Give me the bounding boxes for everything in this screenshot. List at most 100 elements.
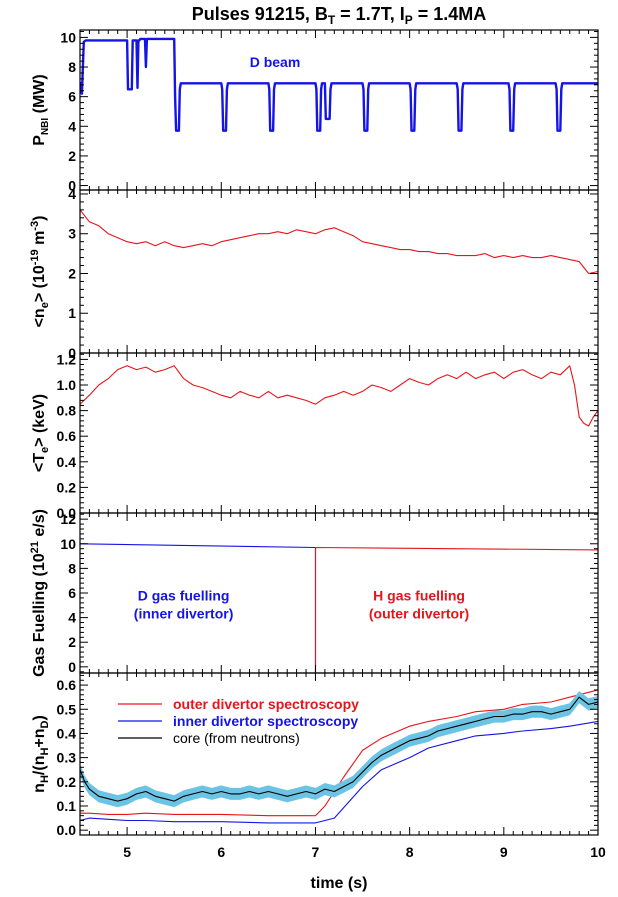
y-tick-label: 10 [60, 29, 76, 45]
y-tick-label: 0.3 [57, 750, 77, 766]
y-tick-label: 4 [68, 610, 76, 626]
plot-area [80, 689, 598, 824]
title-sub-bt: T [328, 13, 336, 27]
y-tick-label: 0 [68, 659, 76, 675]
ylabel-part: /(n [31, 756, 48, 776]
x-tick-label: 10 [590, 844, 606, 860]
y-tick-label: 1.0 [57, 377, 77, 393]
y-tick-label: 4 [68, 186, 76, 202]
panel-nbi-power: 0 2 4 6 8 10 PNBI (MW) D beam [31, 29, 599, 194]
y-axis-label: Gas Fuelling (1021 e/s) [29, 509, 48, 677]
y-axis-label: nH/(nH+nD) [31, 715, 51, 793]
legend-label: outer divertor spectroscopy [173, 696, 359, 712]
ylabel-sub-h: H [39, 775, 51, 783]
ylabel-sub-e: e [39, 447, 51, 453]
series-1-line [80, 720, 598, 824]
series-0-line [80, 209, 598, 275]
fuelling-annotation-line1: H gas fuelling [373, 587, 465, 603]
y-tick-label: 0.2 [57, 774, 77, 790]
y-tick-label: 12 [60, 511, 76, 527]
panel-gas-fuelling: 0 2 4 6 8 10 12 Gas Fuelling (1021 e/s) D gas fu… [29, 509, 599, 677]
ylabel-p: P [31, 135, 48, 146]
y-tick-label: 8 [68, 59, 76, 75]
y-tick-label: 0.1 [57, 798, 77, 814]
figure-title: Pulses 91215, BT = 1.7T, IP = 1.4MA [192, 4, 487, 27]
ylabel-sup-21: 21 [29, 541, 41, 553]
plot-area [80, 543, 598, 673]
y-tick-label: 2 [68, 634, 76, 650]
x-axis-label: time (s) [311, 875, 368, 892]
y-tick-label: 0 [68, 345, 76, 361]
ylabel-unit: (MW) [31, 74, 48, 118]
series-0-line [80, 37, 598, 132]
legend-label: core (from neutrons) [173, 730, 300, 746]
plot-area [80, 365, 598, 427]
panel-isotope-ratio: 0.00.10.20.30.40.50.6nH/(nH+nD)outer div… [31, 672, 606, 860]
ylabel-sub-nbi: NBI [40, 118, 51, 135]
plot-frame [79, 352, 599, 514]
x-tick-label: 8 [406, 844, 414, 860]
x-tick-label: 6 [217, 844, 225, 860]
y-tick-label: 1.2 [57, 351, 77, 367]
series-0-line [80, 365, 598, 427]
y-tick-label: 8 [68, 560, 76, 576]
ylabel-sub-e: e [39, 302, 51, 308]
x-tick-label: 5 [123, 844, 131, 860]
ylabel-unit: e/s) [31, 509, 48, 541]
y-tick-label: 0.6 [57, 677, 77, 693]
y-tick-label: 0.4 [57, 725, 77, 741]
y-tick-label: 6 [68, 585, 76, 601]
title-sub-ip: P [405, 13, 413, 27]
y-tick-label: 10 [60, 536, 76, 552]
ylabel-unit-m: m [31, 231, 48, 250]
y-tick-label: 2 [68, 148, 76, 164]
panel-density: 0 1 2 3 4 <ne> (10-19 m-3) [29, 186, 599, 361]
y-tick-label: 0.2 [57, 479, 77, 495]
y-tick-label: 6 [68, 89, 76, 105]
plot-area [80, 209, 598, 275]
ylabel-n: n [31, 783, 48, 793]
d-beam-label: D beam [250, 54, 301, 70]
plot-frame [79, 672, 599, 836]
y-axis-label: <Te> (keV) [31, 394, 51, 472]
y-tick-label: 0.5 [57, 701, 77, 717]
ylabel-unit: > (keV) [31, 394, 48, 447]
ylabel-gas: Gas Fuelling (10 [31, 553, 48, 677]
fuelling-annotation-line2: (inner divertor) [134, 605, 234, 621]
ylabel-plus: +n [31, 728, 48, 747]
y-tick-label: 0.0 [57, 822, 77, 838]
ylabel-sup-3: -3 [29, 221, 41, 231]
ylabel-close: ) [31, 715, 48, 720]
y-tick-label: 4 [68, 118, 76, 134]
fuelling-annotation-line2: (outer divertor) [369, 605, 469, 621]
y-tick-label: 0.0 [57, 505, 77, 521]
y-tick-label: 0.6 [57, 428, 77, 444]
y-tick-label: 0.4 [57, 454, 77, 470]
y-tick-label: 0 [68, 178, 76, 194]
plot-frame [79, 29, 599, 191]
ylabel-sub-d: D [39, 720, 51, 728]
ylabel-unit-a: > (10 [31, 265, 48, 302]
y-tick-label: 0.8 [57, 403, 77, 419]
y-axis-label: <ne> (10-19 m-3) [29, 216, 51, 328]
title-part-1: Pulses 91215, B [192, 4, 328, 24]
ylabel-sup-19: -19 [29, 249, 41, 265]
ylabel-t: <T [31, 453, 48, 472]
legend-label: inner divertor spectroscopy [173, 713, 358, 729]
ylabel-close: ) [31, 216, 48, 221]
title-part-3: = 1.7T, I [335, 4, 405, 24]
fuelling-annotation-line1: D gas fuelling [138, 587, 230, 603]
y-axis-label: PNBI (MW) [31, 74, 51, 145]
title-part-5: = 1.4MA [413, 4, 487, 24]
ylabel-n: <n [31, 308, 48, 327]
ylabel-sub-h2: H [39, 748, 51, 756]
series-0-line [80, 689, 598, 817]
series-1-line [314, 546, 598, 673]
x-tick-label: 7 [312, 844, 320, 860]
x-tick-label: 9 [500, 844, 508, 860]
y-tick-label: 3 [68, 226, 76, 242]
series-2-error-band [80, 691, 598, 808]
plot-frame [79, 189, 599, 354]
